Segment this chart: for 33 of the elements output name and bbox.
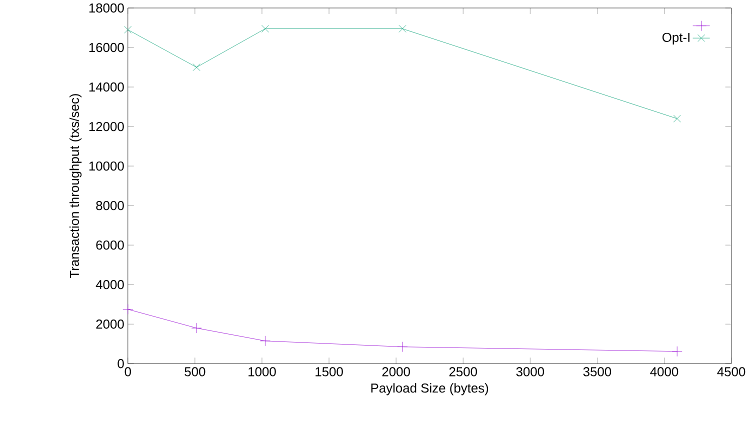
point [397, 342, 408, 352]
y-tick-label: 18000 [89, 4, 124, 13]
y-axis-title: Transaction throughput (txs/sec) [69, 94, 82, 278]
y-tick-label: 2000 [96, 320, 124, 329]
y-tick-label: 4000 [96, 280, 124, 290]
x-tick-label: 3000 [516, 367, 544, 377]
x-tick-label: 1000 [248, 367, 276, 377]
point [124, 26, 132, 34]
x-tick-label: 0 [124, 367, 131, 377]
x-tick-label: 500 [184, 367, 206, 377]
x-tick-label: 1500 [316, 367, 343, 377]
x-tick-label: 2000 [382, 367, 410, 377]
point [260, 336, 270, 346]
point [398, 25, 406, 33]
point [191, 323, 202, 334]
y-tick-label: 6000 [96, 240, 124, 250]
y-tick-label: 16000 [89, 43, 124, 52]
point [672, 346, 682, 357]
x-tick-label: 4500 [717, 367, 746, 377]
point [261, 25, 269, 33]
point [122, 304, 134, 315]
y-tick-label: 12000 [89, 122, 124, 132]
x-tick-label: 2500 [449, 367, 477, 377]
legend-label: Opt-I [662, 33, 690, 45]
y-tick-label: 10000 [89, 162, 124, 171]
x-axis-title: Payload Size (bytes) [371, 383, 488, 396]
point [192, 64, 200, 72]
x-tick-label: 4000 [650, 367, 678, 377]
point [673, 115, 681, 123]
x-tick-label: 3500 [583, 367, 612, 377]
y-tick-label: 0 [118, 359, 124, 368]
y-tick-label: 14000 [89, 82, 124, 92]
y-tick-label: 8000 [96, 201, 124, 210]
